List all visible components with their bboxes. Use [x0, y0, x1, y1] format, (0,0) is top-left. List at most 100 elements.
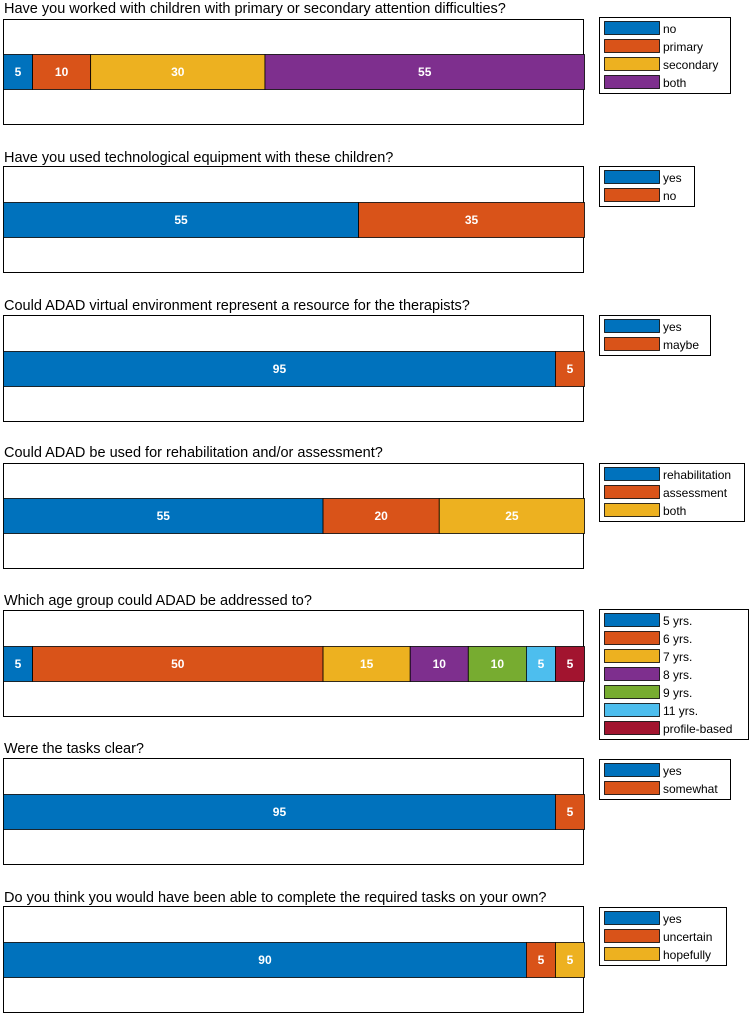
legend-swatch	[604, 485, 660, 499]
legend-swatch	[604, 947, 660, 961]
data-label: 15	[360, 657, 374, 671]
data-label: 10	[491, 657, 505, 671]
legend-label: primary	[663, 40, 703, 54]
legend-swatch	[604, 667, 660, 681]
data-label: 25	[505, 509, 519, 523]
legend-label: somewhat	[663, 782, 718, 796]
legend-swatch	[604, 763, 660, 777]
legend-label: 6 yrs.	[663, 632, 692, 646]
bar-segment-both	[438, 498, 585, 534]
legend-swatch	[604, 703, 660, 717]
data-label: 5	[538, 953, 545, 967]
legend-swatch	[604, 57, 660, 71]
data-label: 90	[258, 953, 272, 967]
data-label: 20	[374, 509, 388, 523]
legend-label: maybe	[663, 338, 699, 352]
data-label: 55	[157, 509, 171, 523]
legend-swatch	[604, 721, 660, 735]
chart-title: Have you worked with children with prima…	[4, 1, 506, 17]
data-label: 50	[171, 657, 185, 671]
chart-panel-4: Could ADAD be used for rehabilitation an…	[3, 445, 745, 569]
bar-segment-5-yrs-	[3, 646, 33, 682]
legend-label: both	[663, 76, 686, 90]
bar-segment-9-yrs-	[467, 646, 527, 682]
legend-label: assessment	[663, 486, 728, 500]
legend-swatch	[604, 337, 660, 351]
data-label: 10	[55, 65, 69, 79]
chart-title: Which age group could ADAD be addressed …	[4, 593, 312, 609]
legend-swatch	[604, 685, 660, 699]
legend-swatch	[604, 911, 660, 925]
legend-label: uncertain	[663, 930, 712, 944]
legend-label: hopefully	[663, 948, 711, 962]
bar-segment-6-yrs-	[32, 646, 324, 682]
legend-label: 7 yrs.	[663, 650, 692, 664]
legend-label: yes	[663, 764, 682, 778]
data-label: 5	[567, 362, 574, 376]
legend-swatch	[604, 781, 660, 795]
legend-swatch	[604, 21, 660, 35]
data-label: 95	[273, 805, 287, 819]
legend-label: 8 yrs.	[663, 668, 692, 682]
data-label: 95	[273, 362, 287, 376]
data-label: 55	[418, 65, 432, 79]
bar-segment-profile-based	[555, 646, 585, 682]
legend-swatch	[604, 75, 660, 89]
data-label: 55	[174, 213, 188, 227]
bar-segment-7-yrs-	[322, 646, 411, 682]
chart-title: Were the tasks clear?	[4, 741, 144, 757]
bar-segment-yes	[3, 351, 556, 387]
chart-title: Could ADAD be used for rehabilitation an…	[4, 445, 383, 461]
legend-label: 11 yrs.	[663, 704, 698, 718]
data-label: 35	[465, 213, 479, 227]
legend-label: both	[663, 504, 686, 518]
bar-segment-no	[3, 54, 33, 90]
legend-swatch	[604, 503, 660, 517]
legend-label: yes	[663, 320, 682, 334]
data-label: 5	[15, 657, 22, 671]
data-label: 30	[171, 65, 185, 79]
chart-panel-6: Were the tasks clear? 95 5 yes somewhat	[3, 741, 731, 865]
legend-label: yes	[663, 171, 682, 185]
legend-label: 5 yrs.	[663, 614, 692, 628]
chart-panel-5: Which age group could ADAD be addressed …	[3, 593, 749, 740]
legend-label: rehabilitation	[663, 468, 731, 482]
legend-swatch	[604, 319, 660, 333]
legend-swatch	[604, 467, 660, 481]
data-label: 5	[538, 657, 545, 671]
bar-segment-somewhat	[555, 794, 585, 830]
data-label: 5	[567, 805, 574, 819]
bar-segment-primary	[32, 54, 92, 90]
legend-label: secondary	[663, 58, 718, 72]
bar-segment-assessment	[322, 498, 440, 534]
chart-panel-2: Have you used technological equipment wi…	[3, 150, 695, 273]
legend-swatch	[604, 170, 660, 184]
legend-swatch	[604, 649, 660, 663]
legend-swatch	[604, 39, 660, 53]
legend-label: yes	[663, 912, 682, 926]
data-label: 10	[433, 657, 447, 671]
chart-title: Could ADAD virtual environment represent…	[4, 298, 470, 314]
chart-panel-3: Could ADAD virtual environment represent…	[3, 298, 711, 422]
data-label: 5	[567, 953, 574, 967]
chart-title: Do you think you would have been able to…	[4, 890, 546, 906]
bar-segment-maybe	[555, 351, 585, 387]
legend-label: no	[663, 189, 677, 203]
legend-swatch	[604, 929, 660, 943]
data-label: 5	[567, 657, 574, 671]
bar-segment-hopefully	[555, 942, 585, 978]
data-label: 5	[15, 65, 22, 79]
legend-swatch	[604, 631, 660, 645]
legend-swatch	[604, 188, 660, 202]
legend-label: no	[663, 22, 677, 36]
legend-label: profile-based	[663, 722, 732, 736]
chart-panel-1: Have you worked with children with prima…	[3, 1, 731, 125]
chart-panel-7: Do you think you would have been able to…	[3, 890, 727, 1013]
bar-segment-secondary	[90, 54, 266, 90]
bar-segment-no	[358, 202, 585, 238]
legend-swatch	[604, 613, 660, 627]
bar-segment-both	[264, 54, 585, 90]
bar-segment-yes	[3, 202, 359, 238]
chart-title: Have you used technological equipment wi…	[4, 150, 393, 166]
